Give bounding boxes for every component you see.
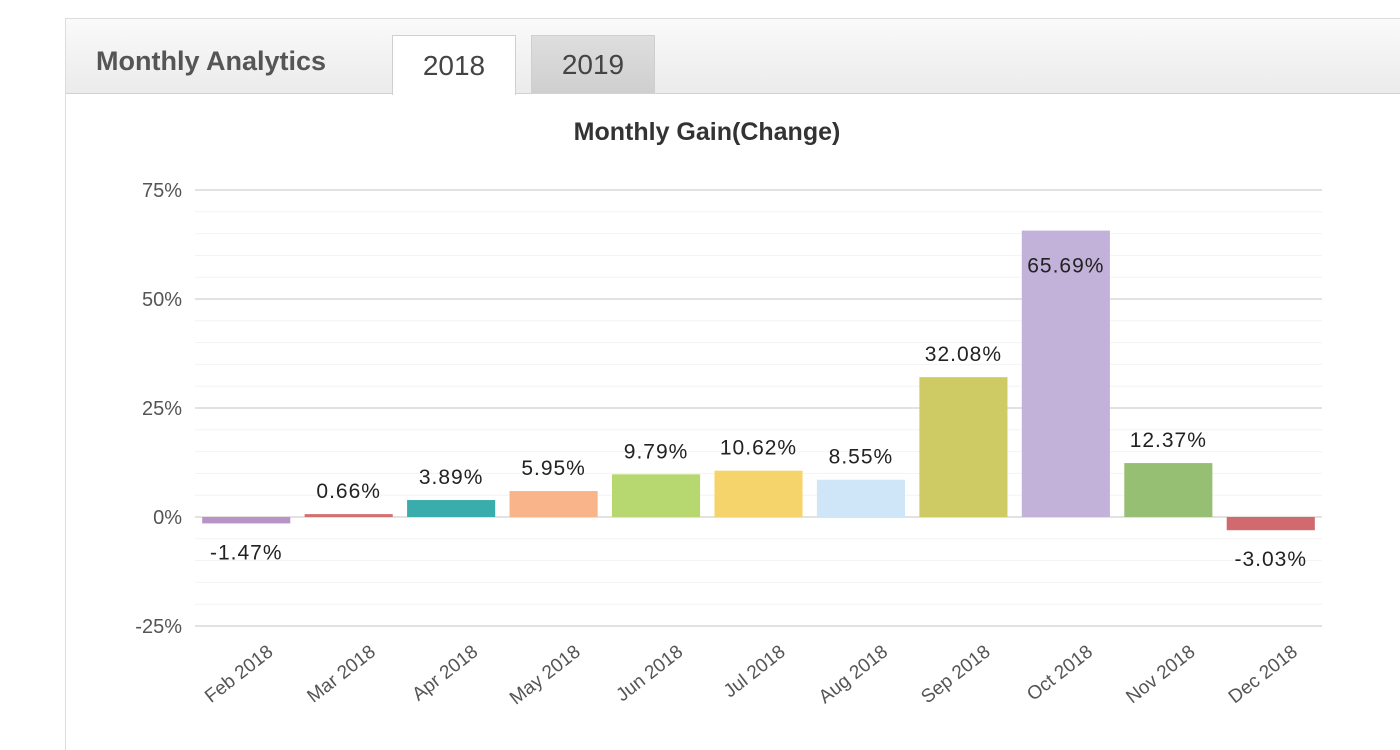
- panel-header: Monthly Analytics 2018 2019: [66, 19, 1400, 95]
- bar[interactable]: [509, 491, 598, 517]
- bar[interactable]: [611, 474, 701, 517]
- x-tick-label: Sep 2018: [917, 641, 994, 708]
- bar[interactable]: [1021, 230, 1110, 517]
- value-label: 0.66%: [316, 480, 381, 503]
- x-tick-label: Jun 2018: [613, 641, 688, 706]
- bar[interactable]: [407, 500, 496, 517]
- bar[interactable]: [714, 470, 803, 517]
- value-label: 5.95%: [521, 457, 586, 480]
- bar[interactable]: [304, 514, 393, 517]
- value-label: 32.08%: [925, 343, 1002, 366]
- x-tick-label: Feb 2018: [201, 641, 277, 707]
- value-label: -1.47%: [210, 541, 283, 564]
- value-label: 8.55%: [829, 446, 894, 469]
- value-label: 10.62%: [720, 437, 797, 460]
- bar[interactable]: [1226, 517, 1315, 531]
- x-tick-label: Jul 2018: [720, 641, 790, 702]
- x-tick-label: Aug 2018: [815, 641, 892, 708]
- x-tick-label: Apr 2018: [409, 641, 483, 705]
- x-tick-label: Oct 2018: [1023, 641, 1097, 705]
- x-tick-label: Dec 2018: [1225, 641, 1302, 708]
- panel-title: Monthly Analytics: [96, 46, 327, 76]
- x-axis: Feb 2018 Mar 2018 Apr 2018 May 2018 Jun 2018…: [201, 641, 1302, 709]
- bar[interactable]: [1124, 463, 1213, 517]
- value-label: 3.89%: [419, 466, 484, 489]
- tab-2018[interactable]: 2018: [392, 35, 516, 95]
- grid-lines: [195, 189, 1322, 627]
- value-labels: -1.47% 0.66% 3.89% 5.95% 9.79% 10.62% 8.55% 32.…: [210, 255, 1307, 572]
- x-tick-label: Mar 2018: [304, 641, 380, 707]
- bar[interactable]: [919, 377, 1008, 517]
- y-tick-label: 25%: [142, 398, 182, 420]
- value-label: 12.37%: [1130, 429, 1207, 452]
- y-tick-label: 0%: [153, 507, 182, 529]
- value-label: 65.69%: [1027, 255, 1104, 278]
- bars: [202, 230, 1315, 531]
- x-tick-label: May 2018: [506, 641, 585, 709]
- y-tick-label: 50%: [142, 289, 182, 311]
- bar[interactable]: [202, 517, 291, 524]
- analytics-panel: Monthly Analytics 2018 2019: [65, 18, 1400, 750]
- bar[interactable]: [816, 479, 906, 517]
- value-label: -3.03%: [1234, 548, 1307, 571]
- y-axis: 75% 50% 25% 0% -25%: [135, 180, 182, 638]
- chart-title: Monthly Gain(Change): [574, 118, 841, 146]
- value-label: 9.79%: [624, 440, 689, 463]
- y-tick-label: -25%: [135, 616, 182, 638]
- tab-2019[interactable]: 2019: [531, 35, 655, 93]
- y-tick-label: 75%: [142, 180, 182, 202]
- x-tick-label: Nov 2018: [1122, 641, 1199, 708]
